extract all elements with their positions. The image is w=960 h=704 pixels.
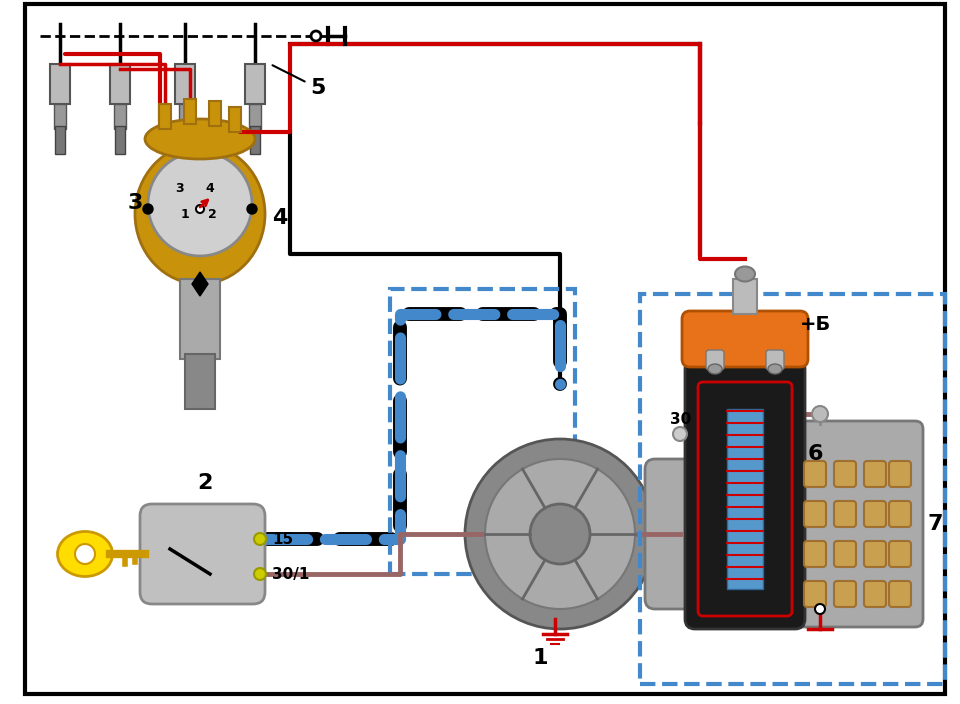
Text: 2: 2 <box>198 473 213 493</box>
Bar <box>110 64 130 104</box>
FancyBboxPatch shape <box>706 350 724 370</box>
Bar <box>184 99 196 124</box>
FancyBboxPatch shape <box>140 504 265 604</box>
Ellipse shape <box>145 119 255 159</box>
FancyBboxPatch shape <box>864 541 886 567</box>
Bar <box>159 104 171 129</box>
FancyBboxPatch shape <box>834 501 856 527</box>
Text: 1: 1 <box>180 208 189 220</box>
Circle shape <box>530 504 590 564</box>
Text: 3: 3 <box>176 182 184 196</box>
Text: 2: 2 <box>207 208 216 220</box>
Text: 4: 4 <box>205 182 214 196</box>
Circle shape <box>254 568 266 580</box>
FancyBboxPatch shape <box>834 581 856 607</box>
FancyBboxPatch shape <box>645 459 735 609</box>
Bar <box>179 104 191 129</box>
Bar <box>209 101 221 126</box>
Text: 5: 5 <box>273 65 325 98</box>
Circle shape <box>311 31 321 41</box>
Bar <box>733 279 757 314</box>
Bar <box>185 354 215 409</box>
Text: 7: 7 <box>927 514 943 534</box>
Ellipse shape <box>768 364 782 374</box>
Text: 6: 6 <box>807 444 823 464</box>
Bar <box>115 126 125 154</box>
Bar <box>175 64 195 104</box>
Bar <box>249 104 261 129</box>
Circle shape <box>254 533 266 545</box>
FancyBboxPatch shape <box>804 581 826 607</box>
Circle shape <box>465 439 655 629</box>
FancyBboxPatch shape <box>889 461 911 487</box>
Bar <box>50 64 70 104</box>
Text: 4: 4 <box>273 208 288 228</box>
Bar <box>390 289 575 574</box>
Circle shape <box>143 204 153 214</box>
Bar <box>727 409 763 589</box>
FancyBboxPatch shape <box>834 541 856 567</box>
FancyBboxPatch shape <box>766 350 784 370</box>
Circle shape <box>815 604 825 614</box>
FancyBboxPatch shape <box>685 359 805 629</box>
Circle shape <box>812 406 828 422</box>
FancyBboxPatch shape <box>864 581 886 607</box>
FancyBboxPatch shape <box>889 581 911 607</box>
Circle shape <box>673 427 687 441</box>
Ellipse shape <box>58 532 112 577</box>
Bar <box>180 126 190 154</box>
Ellipse shape <box>735 267 755 282</box>
Ellipse shape <box>135 144 265 284</box>
Bar <box>55 126 65 154</box>
Bar <box>54 104 66 129</box>
FancyBboxPatch shape <box>804 541 826 567</box>
Circle shape <box>485 459 635 609</box>
Circle shape <box>148 152 252 256</box>
Bar <box>229 107 241 132</box>
Text: 15: 15 <box>272 532 293 546</box>
FancyBboxPatch shape <box>804 461 826 487</box>
Text: 30: 30 <box>670 412 691 427</box>
Circle shape <box>75 544 95 564</box>
FancyBboxPatch shape <box>864 501 886 527</box>
Bar <box>114 104 126 129</box>
FancyBboxPatch shape <box>889 501 911 527</box>
Bar <box>250 126 260 154</box>
FancyBboxPatch shape <box>797 421 923 627</box>
Text: +Б: +Б <box>800 315 831 334</box>
Bar <box>180 279 220 359</box>
FancyBboxPatch shape <box>804 501 826 527</box>
Ellipse shape <box>708 364 722 374</box>
Circle shape <box>196 205 204 213</box>
Text: 3: 3 <box>128 193 143 213</box>
Bar <box>245 64 265 104</box>
FancyBboxPatch shape <box>864 461 886 487</box>
Polygon shape <box>192 272 208 296</box>
FancyBboxPatch shape <box>834 461 856 487</box>
FancyBboxPatch shape <box>682 311 808 367</box>
Bar <box>640 294 945 684</box>
FancyBboxPatch shape <box>889 541 911 567</box>
Text: 1: 1 <box>532 648 548 668</box>
Circle shape <box>247 204 257 214</box>
Text: 30/1: 30/1 <box>272 567 309 582</box>
